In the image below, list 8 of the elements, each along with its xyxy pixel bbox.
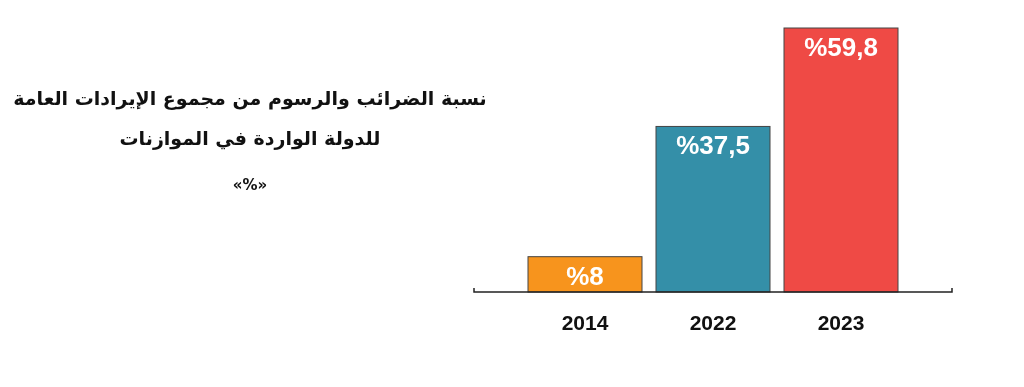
data-label: %37,5 xyxy=(676,130,750,161)
x-tick-label: 2014 xyxy=(561,311,609,334)
text: «%» xyxy=(231,176,269,194)
text: نسبة الضرائب والرسوم من مجموع الإيرادات العامة للدولة الواردة في الموازنات xyxy=(12,86,488,152)
data-label: %59,8 xyxy=(804,32,878,62)
data-label: %8 xyxy=(566,260,604,291)
x-tick-label: 2022 xyxy=(689,311,737,334)
x-tick-label: 2023 xyxy=(817,311,865,334)
